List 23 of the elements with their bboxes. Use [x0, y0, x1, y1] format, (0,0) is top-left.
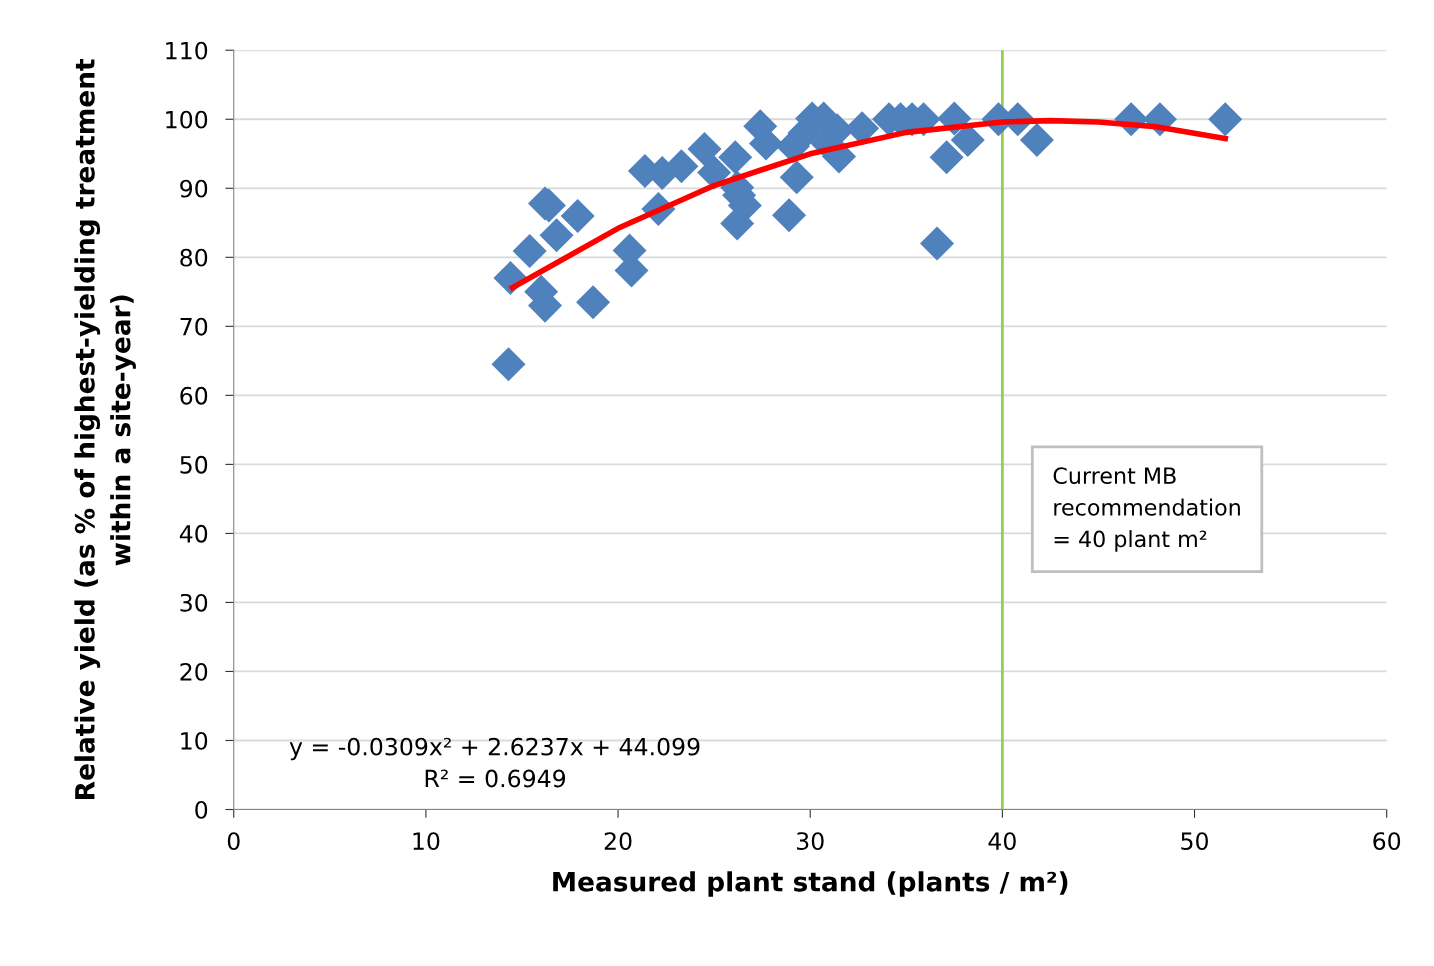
annotation: y = -0.0309x² + 2.6237x + 44.099 R² = 0.6949: [289, 737, 700, 788]
y-tick-label: 30: [180, 593, 208, 612]
y-tick-label: 10: [181, 731, 208, 750]
x-tick-label: 30: [796, 832, 824, 851]
y-axis-title: Relative yield (as % of highest-yielding treatment within a site-year): [74, 59, 136, 799]
x-tick-label: 20: [604, 832, 632, 851]
y-tick-label: 0: [195, 800, 208, 819]
y-tick-label: 90: [180, 179, 208, 198]
x-axis-title: Measured plant stand (plants / m²): [553, 871, 1068, 897]
y-tick-label: 50: [180, 455, 208, 474]
y-tick-label: 110: [166, 41, 208, 60]
annotation: Current MB recommendation = 40 plant m²: [1053, 467, 1240, 552]
y-tick-label: 100: [166, 110, 208, 129]
y-tick-label: 40: [179, 524, 208, 543]
y-tick-label: 20: [180, 662, 208, 681]
x-tick-label: 10: [413, 832, 440, 851]
x-tick-label: 50: [1181, 832, 1208, 851]
y-tick-label: 80: [180, 248, 208, 267]
x-tick-label: 0: [227, 832, 240, 851]
x-tick-label: 60: [1373, 832, 1401, 851]
y-tick-label: 70: [180, 317, 208, 336]
y-tick-label: 60: [180, 386, 208, 405]
x-tick-label: 40: [988, 832, 1016, 851]
